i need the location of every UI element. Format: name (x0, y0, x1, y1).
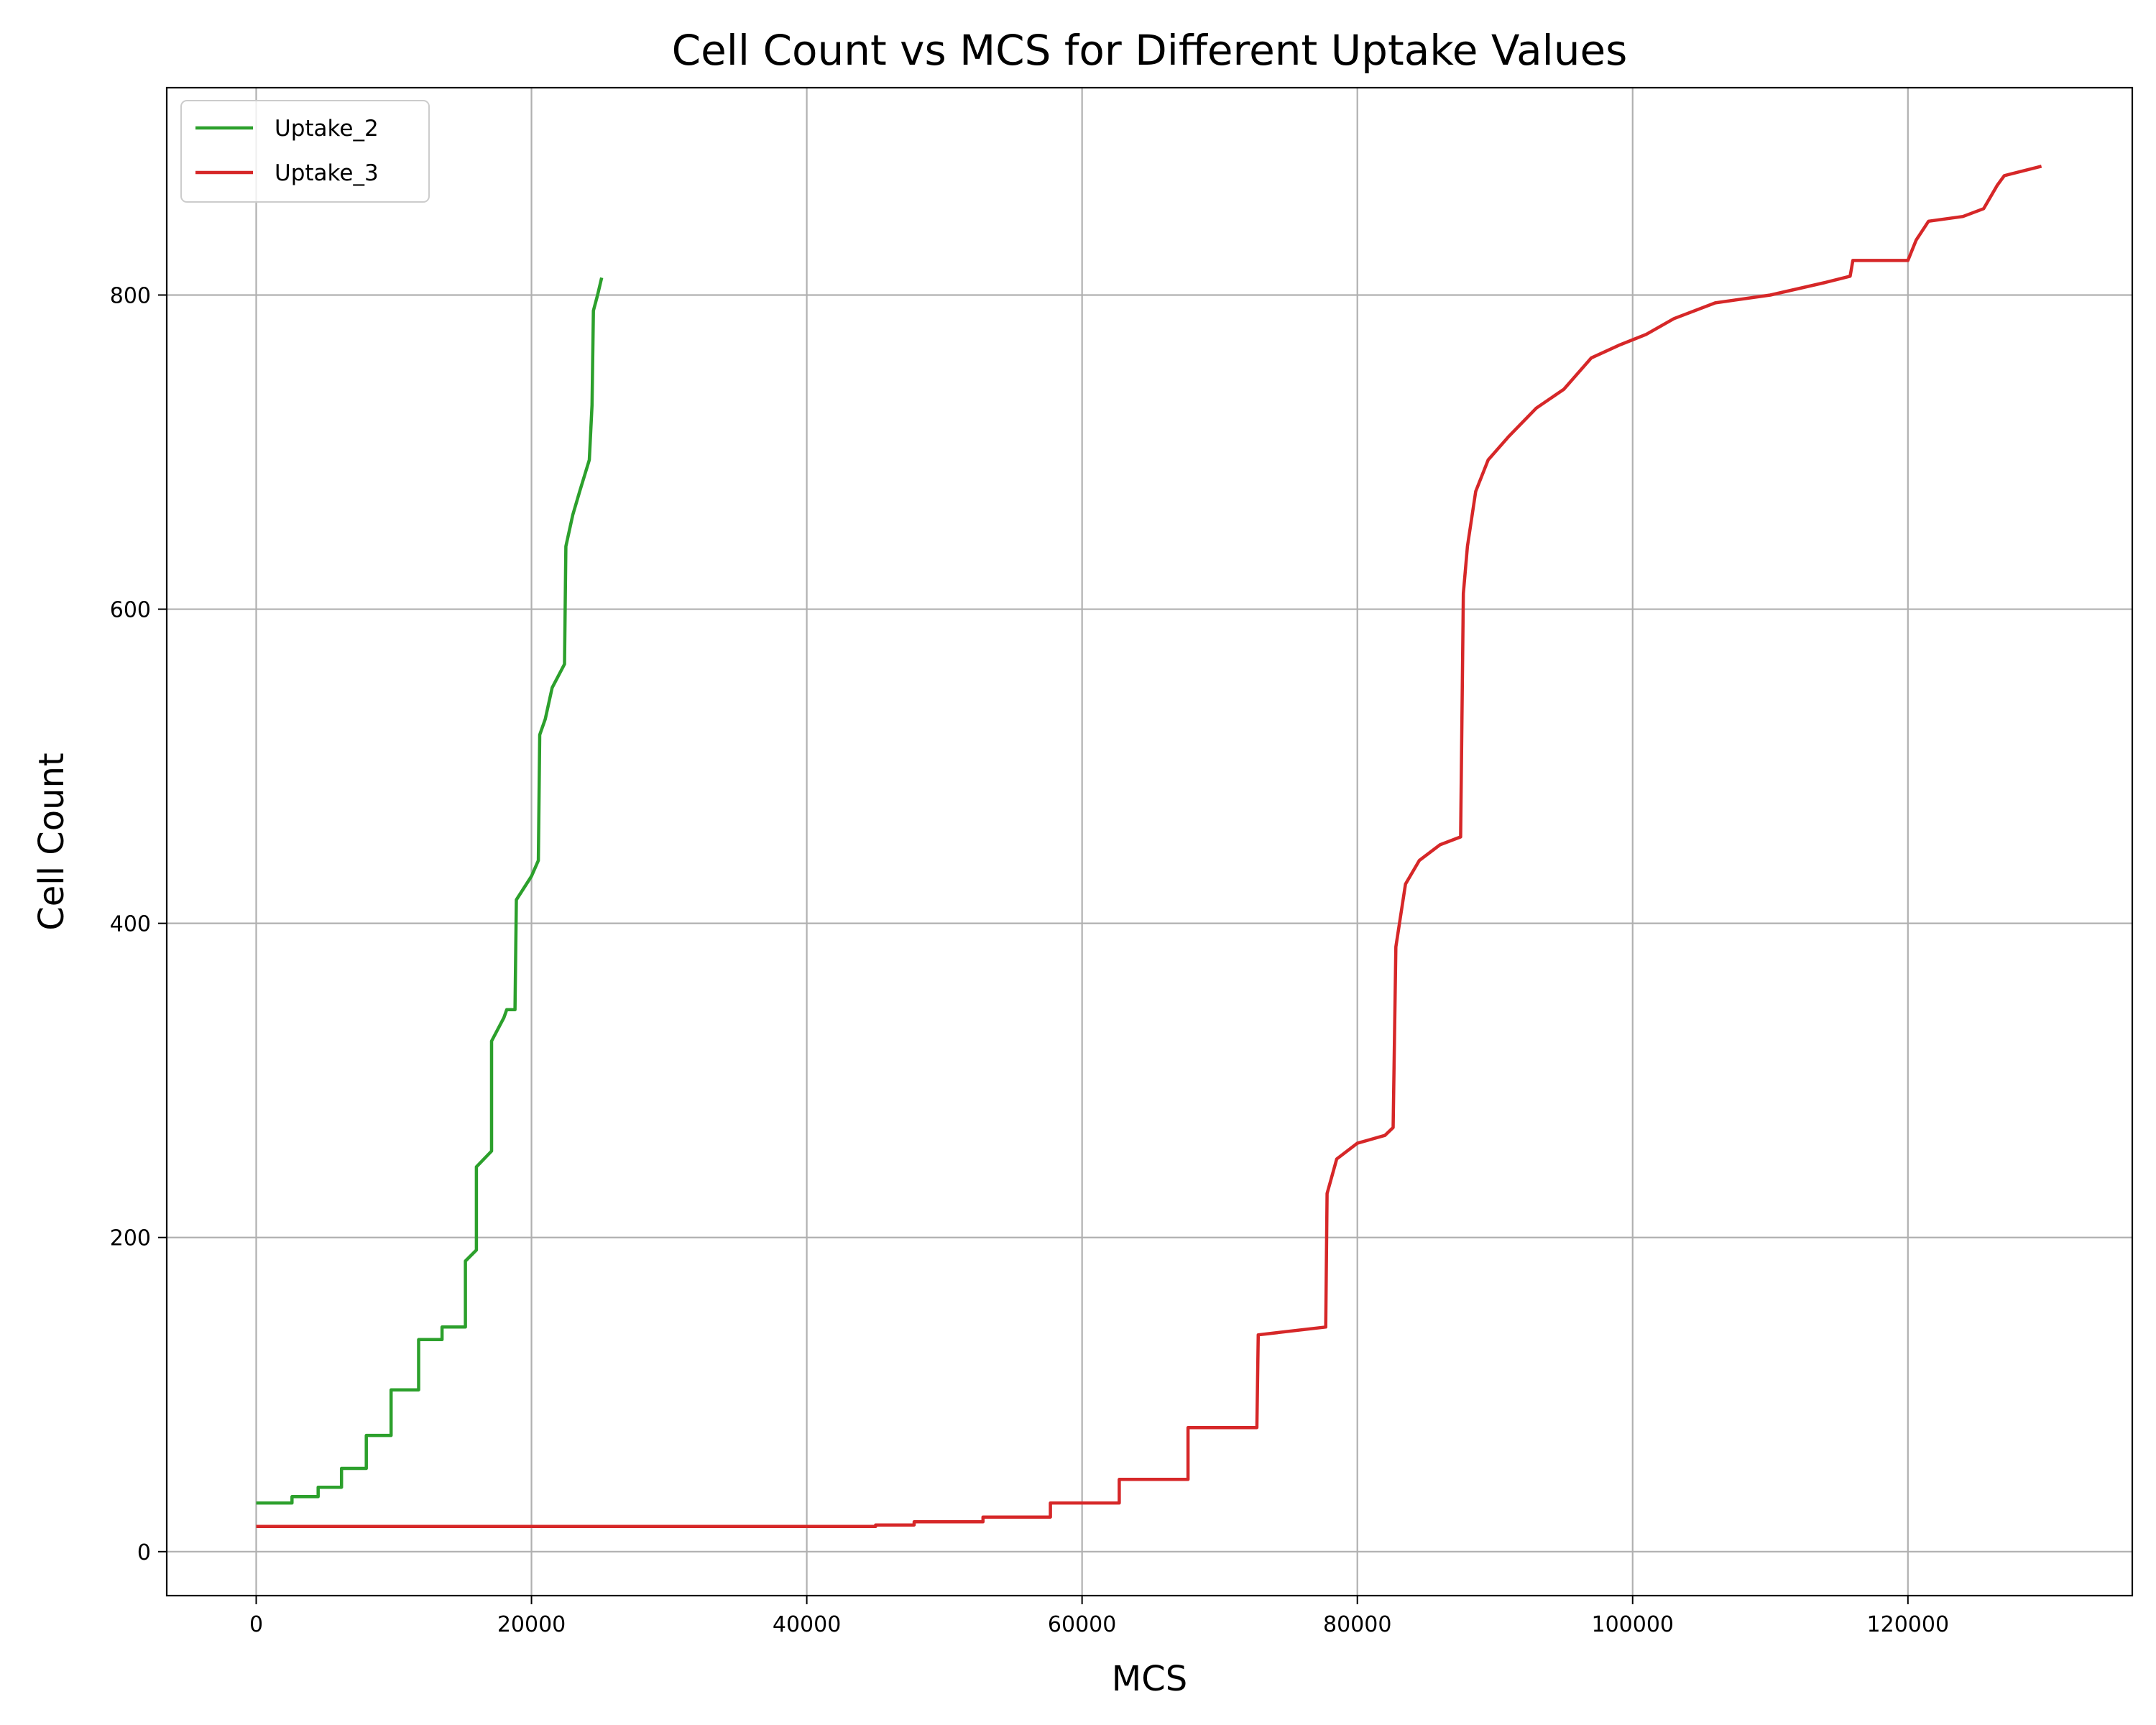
x-tick-label: 60000 (1048, 1612, 1116, 1637)
x-tick-label: 20000 (497, 1612, 566, 1637)
x-tick-label: 0 (249, 1612, 263, 1637)
y-tick-label: 200 (110, 1226, 151, 1251)
y-tick-label: 400 (110, 912, 151, 937)
y-tick-label: 800 (110, 283, 151, 308)
legend: Uptake_2 Uptake_3 (180, 100, 430, 203)
y-axis-title: Cell Count (32, 753, 72, 931)
x-tick-label: 80000 (1323, 1612, 1391, 1637)
chart-title: Cell Count vs MCS for Different Uptake V… (672, 26, 1628, 75)
x-tick-label: 120000 (1867, 1612, 1950, 1637)
legend-label: Uptake_3 (275, 160, 379, 186)
y-tick-label: 0 (137, 1540, 151, 1565)
x-axis-title: MCS (1112, 1659, 1187, 1699)
y-tick-label: 600 (110, 598, 151, 623)
series-line-uptake-3 (256, 165, 2042, 1529)
axis-ticks: 0 20000 40000 60000 80000 100000 120000 0 200 400… (110, 283, 1949, 1637)
x-tick-label: 100000 (1591, 1612, 1674, 1637)
series-line-uptake-2 (256, 277, 604, 1505)
series-group (256, 165, 2042, 1529)
x-tick-label: 40000 (773, 1612, 841, 1637)
legend-box (180, 100, 430, 203)
plot-area-frame (165, 86, 2134, 1597)
legend-label: Uptake_2 (275, 116, 379, 142)
